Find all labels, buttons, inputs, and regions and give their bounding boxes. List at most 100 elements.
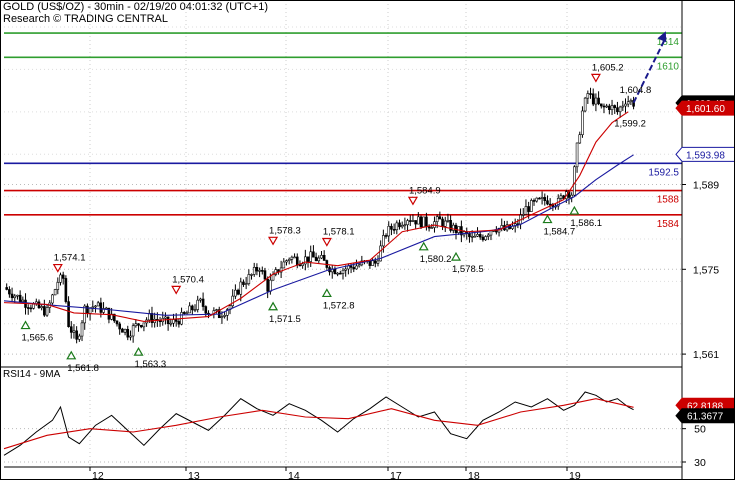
candle-body — [107, 307, 111, 320]
candle-body — [543, 197, 547, 202]
forecast-arrow — [632, 31, 667, 104]
candle-body — [532, 200, 536, 202]
candle-body — [32, 303, 35, 309]
candle-body — [51, 294, 54, 304]
candle-body — [53, 289, 57, 296]
price-tag-label: 1,601.60 — [686, 104, 725, 115]
candle-body — [69, 326, 73, 333]
candle-body — [406, 220, 409, 226]
candle-body — [382, 235, 385, 247]
candle-body — [134, 323, 138, 327]
candle-body — [269, 279, 272, 292]
candle-body — [312, 251, 315, 258]
candle-body — [139, 325, 143, 328]
candle-body — [559, 195, 563, 199]
candle-body — [610, 105, 614, 110]
price-label: 1,604.8 — [620, 85, 652, 96]
candle-body — [390, 225, 393, 230]
candle-body — [594, 97, 598, 105]
candle-body — [322, 255, 326, 261]
candle-body — [78, 335, 81, 340]
swing-high-marker — [407, 196, 418, 206]
swing-low-label: 1,586.1 — [570, 218, 602, 229]
candle-body — [131, 325, 135, 337]
candle-body — [113, 313, 116, 322]
x-tick-label: 13 — [188, 470, 200, 480]
candle-body — [425, 216, 428, 227]
candle-body — [344, 268, 347, 271]
rsi-value-tag — [675, 408, 735, 424]
swing-high-label: 1,584.9 — [409, 185, 441, 196]
swing-low-label: 1,565.6 — [22, 333, 54, 344]
candle-body — [215, 309, 218, 311]
swing-high-marker — [590, 73, 601, 83]
candle-body — [414, 220, 417, 225]
candle-body — [8, 289, 11, 295]
level-label-1610: 1610 — [657, 61, 680, 72]
x-tick-label: 19 — [569, 470, 581, 480]
candle-body — [172, 319, 175, 324]
candle-body — [263, 270, 267, 280]
candle-body — [102, 308, 105, 313]
swing-low-label: 1,563.3 — [135, 359, 167, 370]
candle-body — [287, 258, 291, 261]
candle-body — [177, 321, 181, 325]
candle-body — [94, 305, 97, 308]
x-tick-label: 12 — [92, 470, 104, 480]
candle-body — [80, 322, 84, 337]
candle-body — [43, 306, 46, 316]
annotations: 1,574.1 1,565.6 1,561.8 1,563.3 1,570.4 1,578… — [20, 62, 652, 374]
candle-body — [96, 302, 100, 307]
candle-body — [293, 256, 296, 259]
candle-body — [185, 312, 189, 315]
candle-body — [298, 264, 302, 267]
candle-body — [191, 305, 194, 311]
candle-body — [279, 267, 283, 273]
candle-body — [575, 142, 579, 168]
candle-body — [75, 330, 78, 340]
candle-body — [201, 298, 205, 307]
candle-body — [188, 305, 191, 314]
candle-body — [586, 93, 590, 99]
candle-body — [443, 220, 447, 227]
candle-body — [247, 274, 251, 284]
candle-body — [231, 295, 234, 307]
ma-fast-line — [3, 111, 629, 322]
candle-body — [605, 105, 608, 108]
candle-body — [411, 220, 415, 222]
forecast-arrow-shaft — [632, 36, 667, 104]
candle-body — [400, 225, 404, 228]
swing-high-marker — [171, 285, 182, 295]
swing-low-marker — [542, 214, 553, 224]
candle-body — [621, 105, 625, 108]
candle-body — [530, 200, 533, 212]
x-tick-label: 14 — [288, 470, 300, 480]
candle-body — [121, 328, 124, 333]
candle-body — [252, 266, 256, 275]
swing-low-marker — [321, 288, 332, 298]
swing-high-marker — [52, 263, 63, 273]
candle-body — [403, 224, 407, 227]
swing-low-marker — [569, 205, 580, 215]
candle-body — [123, 328, 127, 333]
swing-high-marker — [321, 237, 332, 247]
swing-high-label: 1,578.3 — [269, 225, 301, 236]
candle-body — [118, 323, 121, 330]
candle-body — [573, 166, 576, 196]
swing-low-label: 1,571.5 — [269, 314, 301, 325]
candle-body — [290, 256, 294, 260]
candle-body — [355, 265, 358, 270]
candle-body — [204, 306, 208, 314]
candle-body — [535, 197, 539, 202]
rsi-y-tick-label: 50 — [694, 424, 706, 436]
rsi-title: RSI14 - 9MA — [3, 369, 61, 380]
candle-body — [306, 256, 310, 262]
candle-body — [430, 227, 434, 229]
candle-body — [258, 270, 261, 272]
candle-body — [495, 230, 498, 233]
candle-body — [470, 235, 474, 238]
candle-body — [13, 295, 17, 299]
